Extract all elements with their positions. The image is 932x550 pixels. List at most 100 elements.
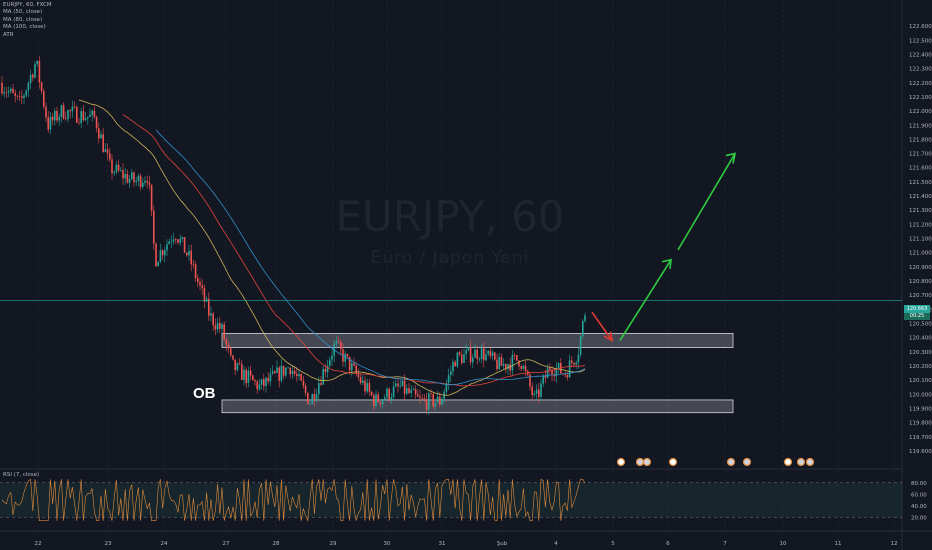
candle-body [406,388,408,394]
candle-body [69,110,71,112]
candle-body [38,60,41,83]
time-tick-label: 10 [780,541,787,547]
candle-body [300,374,302,381]
candle-body [159,250,162,262]
candle-body [557,362,560,369]
ma100-line [155,129,586,386]
time-tick-label: 6 [666,541,670,547]
candle-body [428,393,430,410]
candle-body [201,285,203,288]
price-tick-label: 120.100 [909,378,932,384]
candle-body [183,237,186,253]
candle-body [540,383,542,397]
candle-body [472,357,474,363]
candle-body [109,153,111,160]
candle-body [417,394,419,397]
candle-body [10,88,12,92]
candle-body [505,363,507,369]
candle-body [58,116,60,121]
candle-body [496,359,498,370]
candle-body [568,360,571,378]
candle-body [111,159,113,174]
long-arrow-part1-head [661,258,672,269]
candle-body [542,375,544,384]
atr-legend[interactable]: ATR [3,31,14,38]
rsi-tick-label: 20.00 [911,515,927,521]
candle-body [80,111,82,124]
candle-body [150,184,153,211]
ma100-legend[interactable]: MA (100, close) [3,24,46,31]
candle-body [287,367,289,369]
candle-body [399,385,401,387]
candle-body [302,380,305,386]
price-tick-label: 122.300 [909,67,932,73]
candle-body [357,373,360,378]
ma50-legend[interactable]: MA (50, close) [3,9,43,16]
time-tick-label: 29 [330,541,337,547]
candle-body [65,118,67,120]
candle-body [157,261,159,267]
candle-body [172,239,175,242]
candle-body [278,367,280,381]
candle-body [412,389,415,390]
candle-body [245,369,247,384]
candle-body [465,350,467,355]
candle-body [450,371,452,375]
candle-body [269,373,272,382]
price-tick-label: 120.200 [909,364,932,370]
event-icon [642,457,652,467]
time-tick-label: 22 [35,541,42,547]
candle-body [131,172,133,179]
event-icon [668,457,678,467]
candle-body [254,380,256,382]
candle-body [175,239,177,240]
price-tick-label: 120.000 [909,392,932,398]
candle-body [408,388,410,393]
price-tick-label: 122.000 [909,109,932,115]
candle-body [329,359,331,366]
rsi-legend[interactable]: RSI (7, close) [3,472,40,478]
candle-body [192,264,195,265]
candle-body [194,264,197,279]
candle-body [212,313,214,326]
candle-body [502,363,505,366]
ma80-legend[interactable]: MA (80, close) [3,16,43,23]
candle-body [344,353,346,362]
candle-body [265,377,267,387]
candle-body [469,347,472,363]
candle-body [139,175,142,187]
chart-legend: EURJPY, 60, FXCM MA (50, close) MA (80, … [3,2,52,39]
price-tick-label: 120.700 [909,293,932,299]
candle-body [49,116,52,130]
candle-body [166,244,168,251]
candle-body [390,397,393,400]
price-tick-label: 120.800 [909,279,932,285]
price-tick-label: 119.900 [909,406,932,412]
candle-body [98,128,100,139]
candle-body [553,374,555,377]
candle-body [491,352,494,356]
candle-body [304,385,307,393]
price-tick-label: 120.500 [909,321,932,327]
candle-body [544,375,547,378]
price-tick-label: 119.600 [909,449,932,455]
candle-body [102,134,104,152]
candle-body [315,394,318,400]
candle-body [223,324,225,340]
candle-body [199,281,201,286]
event-icon [616,457,626,467]
candle-body [487,351,489,355]
time-tick-label: 23 [105,541,112,547]
candle-body [274,371,276,373]
candle-body [324,369,327,373]
event-icon [805,457,815,467]
candle-body [575,362,577,365]
price-tick-label: 120.300 [909,350,932,356]
candle-body [392,386,395,398]
long-arrow-part2-head [725,152,737,164]
candle-body [168,241,170,245]
candle-body [368,382,371,392]
candle-body [216,323,219,330]
candle-body [91,110,93,115]
